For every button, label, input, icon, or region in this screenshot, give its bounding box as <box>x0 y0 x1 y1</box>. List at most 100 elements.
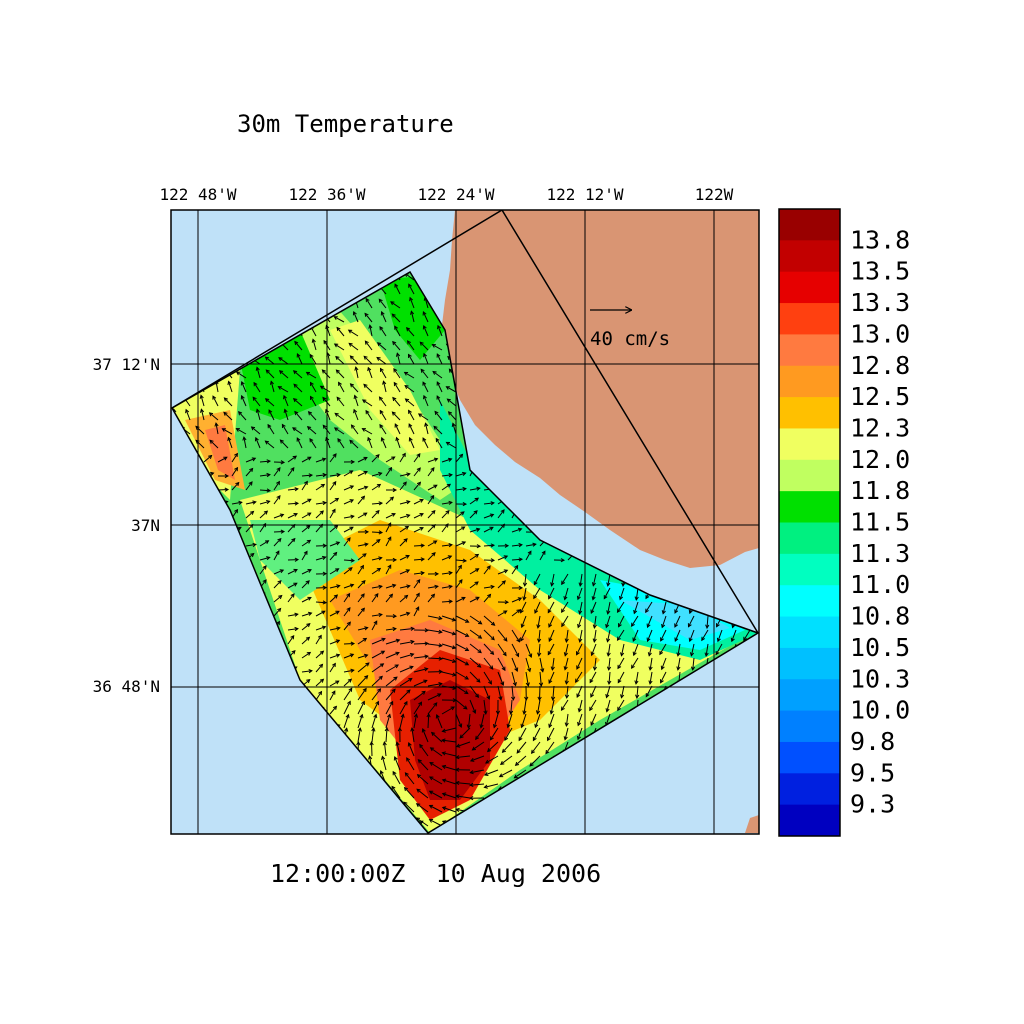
velocity-arrow <box>511 685 514 700</box>
velocity-arrowhead <box>423 394 427 400</box>
colorbar-label: 13.8 <box>850 225 910 254</box>
velocity-arrowhead <box>716 623 720 628</box>
reference-vector-label: 40 cm/s <box>590 328 670 350</box>
velocity-arrowhead <box>466 724 471 729</box>
colorbar-swatch <box>779 647 840 680</box>
velocity-arrow <box>399 612 410 617</box>
velocity-arrow <box>427 693 441 701</box>
velocity-arrow <box>357 543 368 547</box>
colorbar-swatch <box>779 397 840 429</box>
velocity-arrowhead <box>575 678 579 683</box>
velocity-arrowhead <box>634 596 639 601</box>
velocity-arrowhead <box>367 366 372 372</box>
velocity-arrow <box>287 538 296 547</box>
velocity-arrowhead <box>469 782 474 788</box>
velocity-arrow <box>469 685 479 698</box>
velocity-arrowhead <box>561 608 565 613</box>
velocity-arrowhead <box>349 470 354 475</box>
velocity-arrowhead <box>367 436 372 442</box>
velocity-arrow <box>636 685 639 699</box>
velocity-arrowhead <box>605 708 610 713</box>
velocity-arrow <box>322 369 331 379</box>
velocity-arrowhead <box>360 593 365 598</box>
velocity-arrowhead <box>462 558 468 563</box>
velocity-arrow <box>436 395 443 407</box>
velocity-arrow <box>577 713 583 726</box>
velocity-arrow <box>329 585 340 589</box>
velocity-arrow <box>420 368 429 379</box>
velocity-arrowhead <box>731 623 736 629</box>
velocity-arrow <box>429 790 443 799</box>
velocity-arrow <box>576 685 583 698</box>
velocity-arrowhead <box>390 301 395 306</box>
velocity-arrow <box>413 691 426 701</box>
velocity-arrow <box>523 587 527 600</box>
velocity-arrow <box>394 423 401 435</box>
velocity-arrow <box>329 497 339 505</box>
velocity-arrow <box>392 397 401 407</box>
velocity-arrowhead <box>378 471 383 476</box>
velocity-arrow <box>436 381 443 393</box>
velocity-arrowhead <box>333 705 338 710</box>
velocity-arrow <box>617 671 625 683</box>
velocity-arrow <box>404 371 415 379</box>
velocity-arrowhead <box>262 579 267 584</box>
velocity-arrowhead <box>406 472 411 477</box>
velocity-arrowhead <box>363 355 368 360</box>
velocity-arrowhead <box>430 494 435 500</box>
velocity-arrowhead <box>445 510 450 515</box>
velocity-arrow <box>442 727 457 732</box>
velocity-arrow <box>633 601 639 614</box>
velocity-arrow <box>406 327 415 337</box>
colorbar-label: 9.5 <box>850 758 895 787</box>
velocity-arrowhead <box>537 638 542 643</box>
velocity-arrowhead <box>633 609 638 615</box>
velocity-arrowhead <box>253 381 258 387</box>
velocity-arrow <box>287 569 298 575</box>
velocity-arrowhead <box>321 625 327 630</box>
velocity-arrowhead <box>382 380 387 385</box>
velocity-arrow <box>399 666 414 673</box>
velocity-arrow <box>363 384 373 393</box>
velocity-arrowhead <box>319 385 325 390</box>
velocity-arrowhead <box>577 721 582 727</box>
velocity-arrow <box>442 779 457 785</box>
velocity-arrow <box>399 585 410 589</box>
velocity-arrow <box>425 423 429 435</box>
velocity-arrow <box>497 657 506 671</box>
velocity-arrowhead <box>234 466 239 472</box>
velocity-arrowhead <box>430 731 436 736</box>
velocity-arrowhead <box>391 688 396 693</box>
colorbar-label: 10.3 <box>850 664 910 693</box>
velocity-arrowhead <box>403 700 408 706</box>
velocity-arrowhead <box>394 423 399 428</box>
velocity-arrow <box>215 423 219 435</box>
velocity-arrowhead <box>535 710 541 715</box>
velocity-arrowhead <box>364 312 369 317</box>
velocity-arrow <box>617 657 625 669</box>
velocity-arrow <box>617 629 625 641</box>
velocity-arrow <box>431 732 443 743</box>
velocity-arrowhead <box>322 543 328 548</box>
velocity-arrowhead <box>403 786 409 792</box>
velocity-arrow <box>427 484 438 491</box>
velocity-arrow <box>660 671 667 683</box>
velocity-arrow <box>315 483 325 491</box>
velocity-arrow <box>621 685 625 698</box>
velocity-arrow <box>385 676 398 687</box>
velocity-arrow <box>442 752 457 757</box>
velocity-arrowhead <box>419 743 424 749</box>
velocity-arrow <box>294 411 303 421</box>
velocity-arrow <box>399 525 409 533</box>
velocity-arrow <box>483 615 495 626</box>
velocity-arrow <box>548 587 555 599</box>
velocity-arrowhead <box>441 738 446 743</box>
velocity-arrow <box>406 757 415 771</box>
velocity-arrow <box>521 615 527 628</box>
velocity-arrowhead <box>296 353 301 358</box>
velocity-arrowhead <box>353 394 358 399</box>
velocity-arrowhead <box>348 687 353 692</box>
velocity-arrowhead <box>428 790 434 795</box>
velocity-arrow <box>195 439 205 449</box>
velocity-arrowhead <box>631 664 635 669</box>
